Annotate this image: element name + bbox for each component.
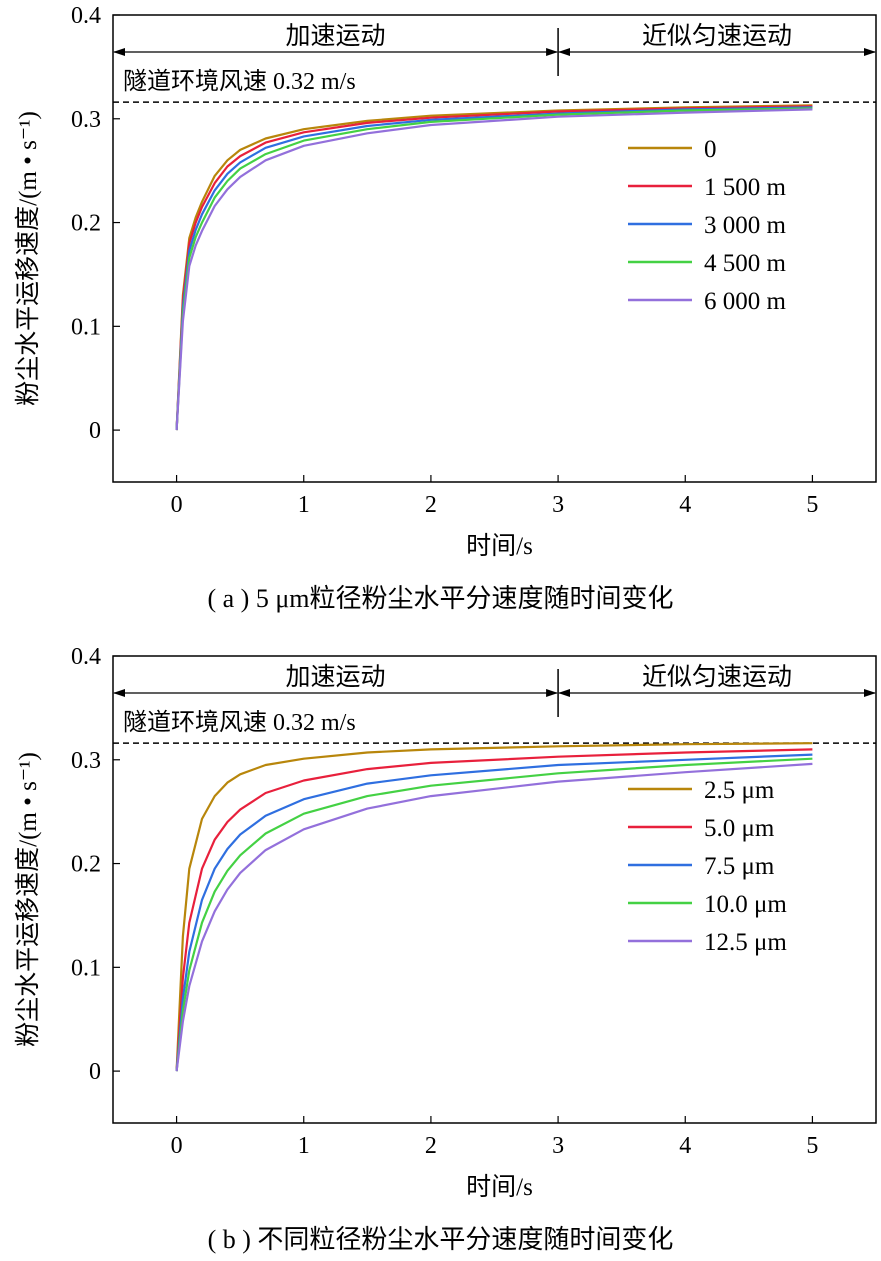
- chart-0-x-axis-label: 时间/s: [466, 532, 533, 560]
- chart-0-y-axis-label: 粉尘水平运移速度/(m • s⁻¹): [14, 111, 42, 406]
- chart-1-series-line-3: [175, 757, 813, 1072]
- chart-1-x-axis-label: 时间/s: [466, 1173, 533, 1201]
- chart-0-legend-label-4: 6 000 m: [704, 288, 787, 315]
- chart-1-x-tick-label: 0: [171, 1133, 183, 1159]
- chart-1-series-line-4: [175, 762, 813, 1072]
- chart-0-series-line-3: [175, 107, 813, 431]
- chart-0-series-line-2: [175, 106, 813, 431]
- chart-1-legend-label-2: 7.5 μm: [704, 853, 775, 880]
- chart-0-y-tick-label: 0: [89, 418, 101, 444]
- chart-0-legend-label-1: 1 500 m: [704, 174, 787, 201]
- chart-0-y-tick-label: 0.3: [71, 107, 101, 133]
- chart-0-x-tick-label: 2: [425, 492, 437, 518]
- chart-1-plot-frame: [112, 655, 877, 1124]
- chart-1-series-line-0: [175, 742, 813, 1072]
- chart-1-accel-phase-label: 加速运动: [286, 663, 386, 691]
- chart-1-y-tick-label: 0.4: [71, 644, 101, 670]
- chart-0-series-line-0: [175, 104, 813, 431]
- chart-1-x-tick-label: 5: [806, 1133, 818, 1159]
- chart-0-reference-label: 隧道环境风速 0.32 m/s: [123, 68, 356, 95]
- chart-0-x-tick-label: 5: [806, 492, 818, 518]
- chart-b-caption: ( b ) 不同粒径粉尘水平分速度随时间变化: [207, 1225, 674, 1254]
- chart-1-y-axis-label: 粉尘水平运移速度/(m • s⁻¹): [14, 752, 42, 1047]
- chart-0-plot-frame: [112, 14, 877, 483]
- chart-1-x-tick-label: 2: [425, 1133, 437, 1159]
- chart-0-x-tick-label: 0: [171, 492, 183, 518]
- chart-1-series-line-1: [175, 748, 813, 1072]
- chart-1-legend-label-1: 5.0 μm: [704, 815, 775, 842]
- chart-0-legend-label-2: 3 000 m: [704, 212, 787, 239]
- chart-b: 0 0.1 0.2 0.3 0.4 0 1 2 3 4 5 时间/s 粉尘水平运移速度/(m • s⁻¹…: [14, 644, 877, 1201]
- chart-0-legend-label-3: 4 500 m: [704, 250, 787, 277]
- chart-1-series-line-2: [175, 753, 813, 1072]
- chart-1-x-tick-label: 3: [552, 1133, 564, 1159]
- chart-1-x-tick-label: 1: [298, 1133, 310, 1159]
- chart-0-x-tick-label: 4: [679, 492, 691, 518]
- chart-0-y-tick-label: 0.4: [71, 3, 101, 29]
- chart-1-y-tick-label: 0.3: [71, 748, 101, 774]
- chart-0-y-tick-label: 0.2: [71, 211, 101, 237]
- chart-0-x-tick-label: 1: [298, 492, 310, 518]
- chart-1-legend-label-4: 12.5 μm: [704, 929, 787, 956]
- chart-1-legend-label-3: 10.0 μm: [704, 891, 787, 918]
- chart-0-accel-phase-label: 加速运动: [286, 22, 386, 50]
- chart-0-series-line-1: [175, 105, 813, 431]
- chart-1-uniform-phase-label: 近似匀速运动: [642, 663, 792, 691]
- chart-1-x-tick-label: 4: [679, 1133, 691, 1159]
- chart-1-legend-label-0: 2.5 μm: [704, 777, 775, 804]
- chart-0-series-line-4: [175, 108, 813, 431]
- chart-0-uniform-phase-label: 近似匀速运动: [642, 22, 792, 50]
- chart-1-y-tick-label: 0.1: [71, 955, 101, 981]
- chart-1-y-tick-label: 0.2: [71, 852, 101, 878]
- chart-1-y-tick-label: 0: [89, 1059, 101, 1085]
- chart-1-reference-label: 隧道环境风速 0.32 m/s: [123, 709, 356, 736]
- chart-0-legend-label-0: 0: [704, 136, 717, 163]
- chart-a: 0 0.1 0.2 0.3 0.4 0 1 2 3 4 5 时间/s 粉尘水平运移速度/(m • s⁻¹…: [14, 3, 877, 560]
- chart-a-caption: ( a ) 5 μm粒径粉尘水平分速度随时间变化: [207, 584, 674, 613]
- chart-0-y-tick-label: 0.1: [71, 314, 101, 340]
- chart-0-x-tick-label: 3: [552, 492, 564, 518]
